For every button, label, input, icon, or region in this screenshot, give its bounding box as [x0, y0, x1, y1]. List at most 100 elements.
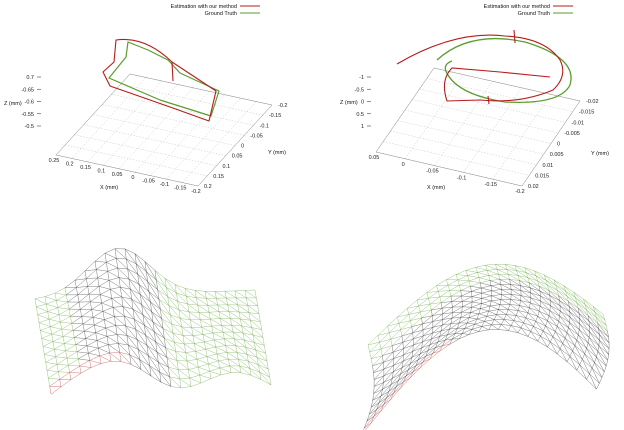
mesh-surface-2-edge: [422, 327, 433, 331]
mesh-surface-1-edge: [158, 361, 169, 368]
mesh-surface-2-edge: [389, 332, 391, 340]
mesh-surface-1-edge: [248, 361, 250, 369]
mesh-surface-2-edge: [471, 292, 482, 297]
mesh-surface-2-edge: [382, 384, 391, 390]
mesh-surface-1-edge: [38, 322, 51, 327]
mesh-surface-1-edge: [170, 314, 182, 328]
mesh-surface-2-edge: [525, 317, 536, 322]
mesh-surface-1-edge: [244, 339, 256, 351]
mesh-surface-2-edge: [550, 300, 561, 312]
mesh-surface-2-edge: [403, 371, 414, 383]
mesh-surface-1-edge: [46, 370, 49, 379]
mesh-surface-2-edge: [412, 323, 423, 333]
mesh-surface-2-edge: [540, 335, 551, 343]
mesh-surface-2-edge: [505, 264, 517, 271]
mesh-surface-1-edge: [77, 293, 90, 295]
mesh-surface-2-edge: [387, 326, 390, 333]
mesh-surface-2-edge: [484, 319, 495, 322]
plot-1-ground-truth-curve: [108, 41, 220, 117]
mesh-surface-2-edge: [391, 345, 394, 353]
mesh-surface-2-edge: [569, 356, 580, 365]
mesh-surface-2-edge: [530, 326, 534, 332]
mesh-surface-1-edge: [199, 371, 210, 376]
mesh-surface-2-edge: [392, 352, 394, 359]
mesh-surface-1-edge: [47, 311, 60, 315]
mesh-surface-1-edge: [185, 351, 196, 353]
mesh-surface-2-edge: [470, 308, 481, 313]
mesh-surface-2-edge: [383, 352, 394, 363]
plot-2-y-tick-label: 0.02: [528, 184, 539, 190]
mesh-surface-1-edge: [158, 361, 170, 378]
mesh-surface-1-edge: [86, 345, 89, 354]
mesh-surface-1-edge: [148, 355, 160, 373]
mesh-surface-2-edge: [369, 351, 372, 359]
mesh-surface-2-edge: [545, 279, 558, 291]
mesh-surface-2-edge: [516, 270, 528, 278]
mesh-surface-2-edge: [587, 315, 598, 324]
mesh-surface-2-edge: [380, 384, 391, 397]
mesh-surface-1-edge: [177, 301, 180, 310]
mesh-surface-2-edge: [469, 280, 481, 283]
mesh-surface-1-edge: [136, 339, 149, 356]
mesh-surface-1-edge: [204, 341, 206, 350]
mesh-surface-1-edge: [98, 347, 110, 354]
mesh-surface-2-edge: [506, 314, 517, 316]
mesh-surface-1-edge: [154, 331, 165, 339]
mesh-surface-2-edge: [558, 316, 560, 322]
mesh-surface-1-edge: [48, 378, 50, 387]
mesh-surface-1-edge: [60, 379, 72, 387]
mesh-surface-2-edge: [487, 269, 498, 271]
mesh-surface-1-edge: [247, 305, 250, 313]
mesh-surface-2-edge: [471, 329, 479, 332]
mesh-surface-2-edge: [467, 272, 478, 276]
mesh-surface-2-edge: [514, 265, 525, 268]
plot-1-grid-line-y: [120, 83, 263, 116]
mesh-surface-2-edge: [529, 282, 541, 292]
mesh-surface-1-edge: [209, 367, 220, 372]
mesh-surface-2-edge: [460, 312, 471, 318]
mesh-surface-2-edge: [410, 353, 421, 364]
mesh-surface-1-edge: [85, 332, 96, 339]
mesh-surface-2-edge: [435, 342, 438, 348]
mesh-surface-1-edge: [156, 351, 169, 368]
mesh-surface-2-edge: [432, 324, 443, 334]
mesh-surface-1-edge: [172, 333, 185, 345]
mesh-surface-1-edge: [184, 288, 187, 297]
mesh-surface-1-edge: [252, 334, 255, 343]
mesh-surface-2-edge: [509, 279, 521, 286]
mesh-surface-1-edge: [208, 311, 220, 313]
mesh-surface-1-edge: [251, 327, 254, 336]
mesh-surface-2-edge: [596, 317, 607, 326]
mesh-surface-1-edge: [196, 297, 198, 306]
mesh-surface-1-edge: [128, 278, 140, 285]
mesh-surface-1-edge: [121, 296, 132, 300]
mesh-surface-2-edge: [529, 282, 540, 287]
mesh-surface-2-edge: [380, 399, 391, 412]
mesh-surface-2-edge: [501, 324, 509, 331]
plot-2-grid-line-y: [426, 78, 573, 112]
plot-1-y-tick-label: -0.2: [278, 103, 287, 109]
mesh-surface-1-edge: [150, 301, 161, 310]
mesh-surface-2-edge: [418, 305, 421, 313]
mesh-surface-1-edge: [238, 311, 250, 313]
mesh-surface-2-edge: [481, 290, 492, 294]
mesh-surface-1-edge: [215, 346, 218, 354]
mesh-surface-1-edge: [115, 325, 118, 335]
mesh-surface-1-edge: [194, 290, 197, 298]
mesh-surface-2-edge: [540, 336, 548, 348]
mesh-surface-1-edge: [122, 306, 135, 320]
mesh-surface-1-edge: [75, 344, 88, 346]
mesh-surface-2-edge: [432, 330, 442, 334]
mesh-surface-2-edge: [536, 275, 546, 281]
mesh-surface-2-edge: [456, 270, 466, 275]
mesh-surface-1-edge: [68, 365, 70, 373]
mesh-surface-2-edge: [520, 285, 531, 288]
mesh-surface-2-edge: [516, 270, 519, 276]
mesh-surface-2-edge: [530, 302, 541, 307]
mesh-surface-1-edge: [44, 296, 57, 301]
mesh-surface-1-edge: [151, 311, 162, 319]
mesh-surface-1-edge: [95, 327, 106, 333]
mesh-surface-2-edge: [604, 365, 607, 372]
mesh-surface-2-edge: [413, 367, 421, 372]
